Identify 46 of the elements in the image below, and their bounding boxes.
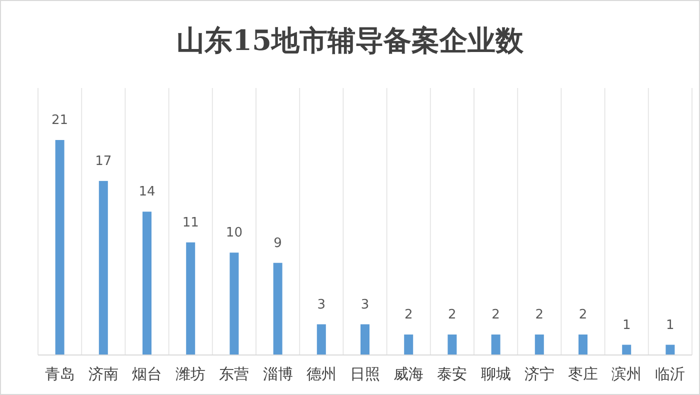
bar [230,252,239,355]
bar [98,180,108,355]
bar [142,212,152,355]
x-tick-label: 聊城 [480,365,511,383]
bar [55,140,64,355]
data-label: 3 [317,297,326,312]
bar [622,344,632,355]
x-tick-label: 德州 [306,365,336,383]
data-label: 9 [274,236,282,251]
x-tick-label: 淄博 [262,365,293,383]
data-label: 3 [360,297,370,312]
x-tick-label: 济宁 [524,365,554,383]
x-tick-label: 枣庄 [568,365,598,383]
data-label: 14 [138,184,156,200]
x-tick-label: 日照 [350,365,380,383]
data-label: 2 [535,308,544,323]
data-label: 2 [492,308,500,323]
x-tick-label: 滨州 [612,365,642,383]
x-tick-label: 临沂 [655,365,686,383]
data-label: 11 [182,215,199,230]
data-label: 21 [52,113,68,128]
x-tick-label: 东营 [219,365,250,383]
data-label: 1 [622,318,631,333]
bar [666,344,675,355]
bar [534,334,544,355]
data-label: 2 [578,308,588,323]
bar [578,334,588,355]
x-tick-label: 潍坊 [176,365,206,383]
x-tick-label: 烟台 [132,365,162,383]
bar [316,324,326,355]
chart-title: 山东15地市辅导备案企业数 [176,24,524,57]
bar [448,334,457,355]
bar [360,324,370,355]
bar [491,334,500,355]
data-label: 10 [226,226,242,241]
x-tick-label: 青岛 [44,365,75,383]
x-tick-label: 威海 [394,365,424,383]
data-label: 1 [666,318,674,333]
data-label: 2 [404,308,413,323]
bar [273,262,282,355]
bar [186,242,196,355]
x-tick-label: 泰安 [437,365,468,383]
data-label: 2 [448,308,456,323]
bar [404,334,414,355]
x-tick-label: 济南 [88,365,118,383]
data-label: 17 [95,154,112,169]
